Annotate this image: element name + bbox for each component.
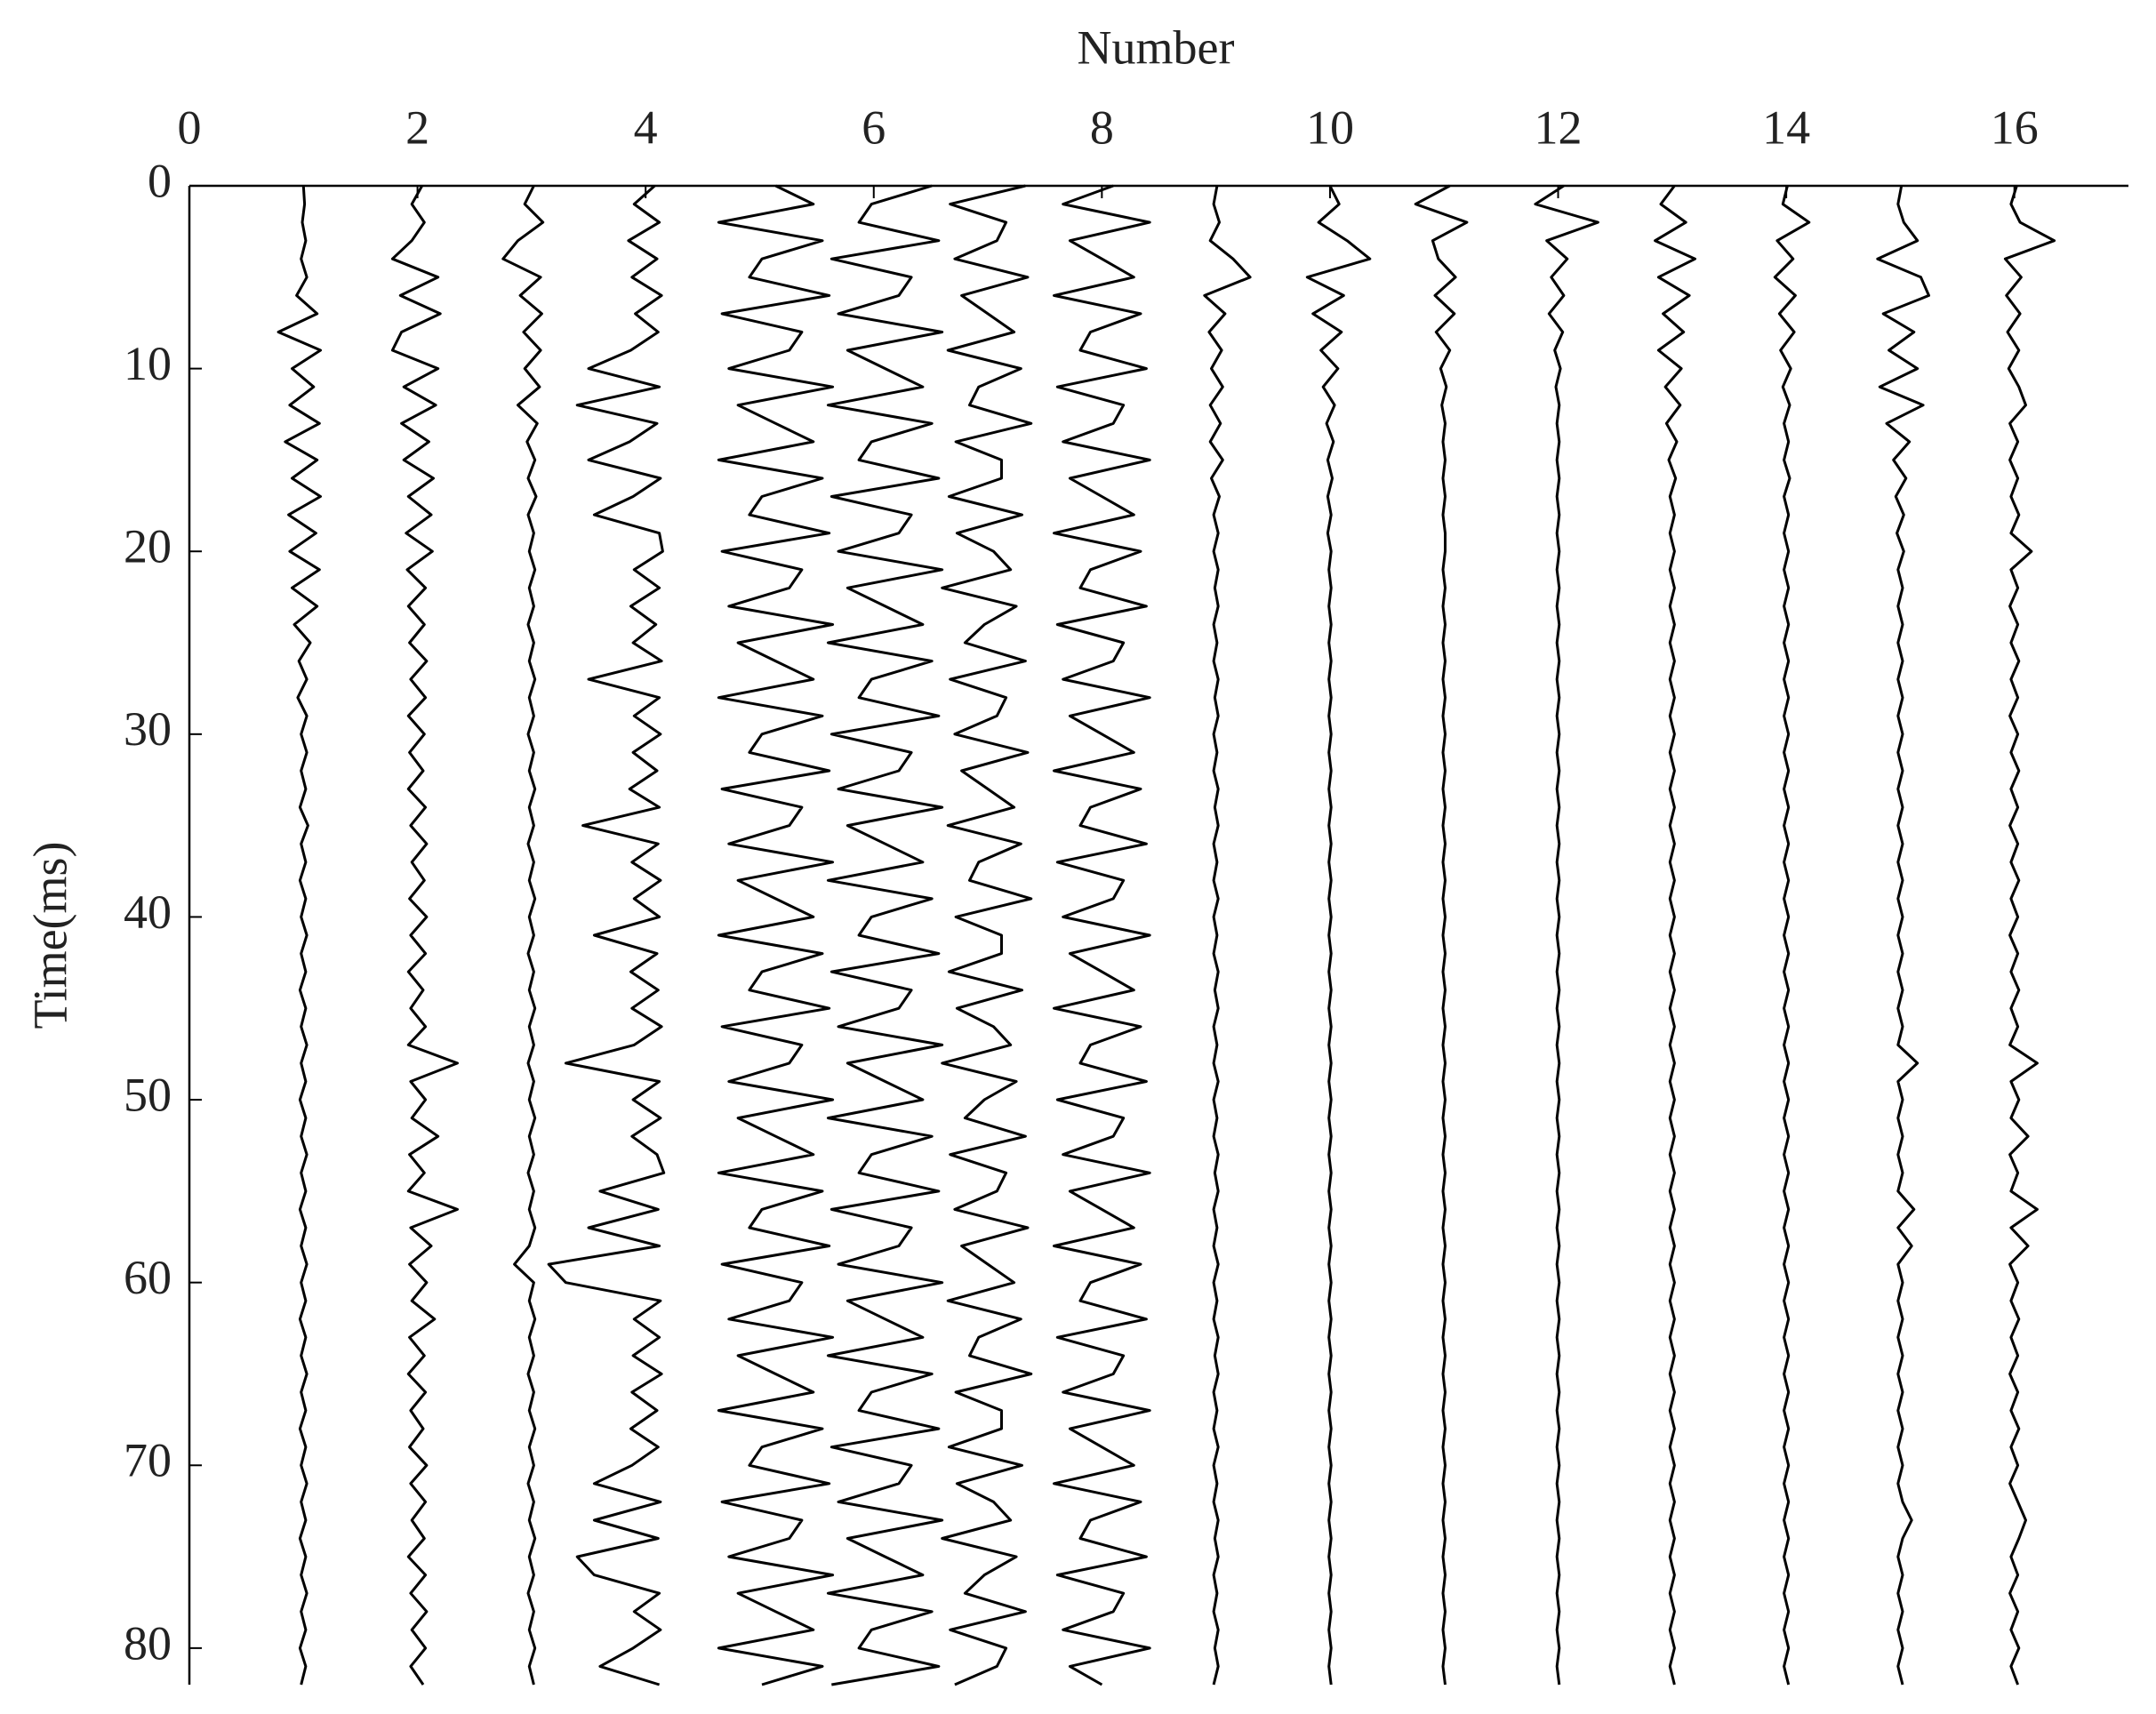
trace: [547, 184, 666, 1686]
x-tick-label: 10: [1306, 100, 1354, 154]
trace: [501, 185, 545, 1686]
trace: [1053, 184, 1151, 1686]
y-tick-label: 0: [148, 154, 172, 207]
y-tick-label: 80: [124, 1616, 172, 1670]
trace: [1203, 185, 1252, 1686]
x-tick-label: 6: [862, 100, 886, 154]
y-tick-label: 40: [124, 885, 172, 939]
y-tick-label: 70: [124, 1434, 172, 1487]
trace: [1414, 184, 1469, 1686]
trace: [1773, 185, 1811, 1686]
trace: [2003, 185, 2056, 1686]
trace: [1305, 185, 1372, 1686]
x-tick-label: 0: [178, 100, 202, 154]
x-tick-label: 2: [405, 100, 429, 154]
y-tick-label: 30: [124, 702, 172, 756]
trace: [390, 185, 459, 1686]
trace: [277, 185, 322, 1686]
y-tick-label: 20: [124, 520, 172, 573]
trace: [826, 184, 944, 1686]
x-tick-label: 14: [1762, 100, 1810, 154]
y-axis-label: Time(ms): [23, 841, 76, 1029]
x-tick-label: 4: [634, 100, 658, 154]
trace: [1654, 185, 1696, 1686]
y-tick-label: 50: [124, 1068, 172, 1121]
x-tick-label: 16: [1991, 100, 2039, 154]
trace: [941, 184, 1033, 1686]
x-axis-label: Number: [1078, 20, 1235, 74]
trace: [1534, 184, 1599, 1686]
y-tick-label: 60: [124, 1251, 172, 1304]
trace: [717, 184, 835, 1686]
x-tick-label: 8: [1090, 100, 1114, 154]
y-tick-label: 10: [124, 337, 172, 390]
trace: [1876, 185, 1930, 1686]
x-tick-label: 12: [1535, 100, 1583, 154]
